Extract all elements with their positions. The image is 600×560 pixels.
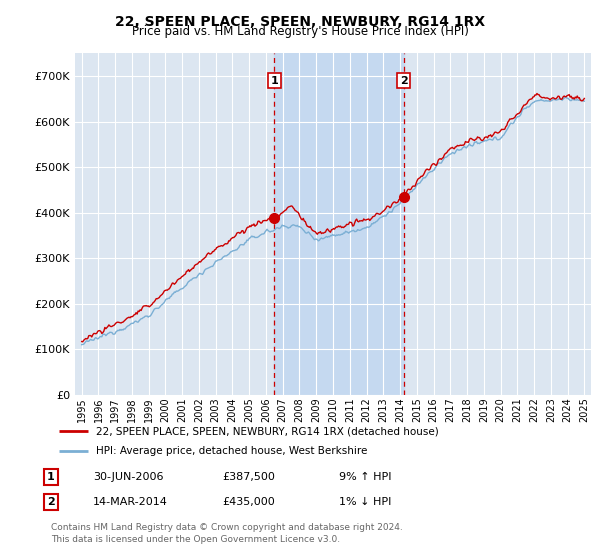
Text: 2: 2 bbox=[47, 497, 55, 507]
Text: 1: 1 bbox=[47, 472, 55, 482]
Text: Contains HM Land Registry data © Crown copyright and database right 2024.
This d: Contains HM Land Registry data © Crown c… bbox=[51, 522, 403, 544]
Text: 2: 2 bbox=[400, 76, 407, 86]
Text: £435,000: £435,000 bbox=[222, 497, 275, 507]
Text: 1: 1 bbox=[271, 76, 278, 86]
Text: 22, SPEEN PLACE, SPEEN, NEWBURY, RG14 1RX (detached house): 22, SPEEN PLACE, SPEEN, NEWBURY, RG14 1R… bbox=[95, 426, 438, 436]
Text: Price paid vs. HM Land Registry's House Price Index (HPI): Price paid vs. HM Land Registry's House … bbox=[131, 25, 469, 38]
Text: 22, SPEEN PLACE, SPEEN, NEWBURY, RG14 1RX: 22, SPEEN PLACE, SPEEN, NEWBURY, RG14 1R… bbox=[115, 15, 485, 29]
Text: 30-JUN-2006: 30-JUN-2006 bbox=[93, 472, 163, 482]
Text: £387,500: £387,500 bbox=[222, 472, 275, 482]
Text: 1% ↓ HPI: 1% ↓ HPI bbox=[339, 497, 391, 507]
Text: 9% ↑ HPI: 9% ↑ HPI bbox=[339, 472, 391, 482]
Text: 14-MAR-2014: 14-MAR-2014 bbox=[93, 497, 168, 507]
Bar bbox=[274, 53, 404, 395]
Text: HPI: Average price, detached house, West Berkshire: HPI: Average price, detached house, West… bbox=[95, 446, 367, 456]
